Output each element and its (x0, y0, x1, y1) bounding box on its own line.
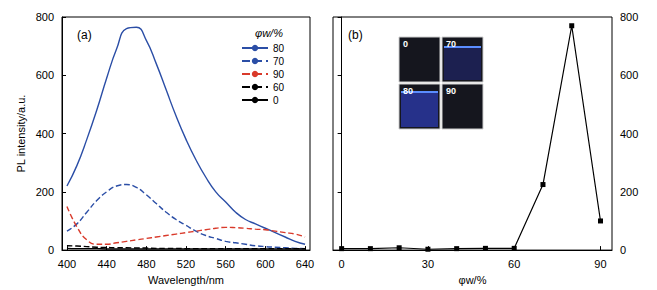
svg-text:70: 70 (446, 39, 456, 49)
svg-text:90: 90 (446, 86, 456, 96)
svg-text:0: 0 (403, 39, 408, 49)
svg-text:600: 600 (36, 69, 54, 81)
svg-text:Wavelength/nm: Wavelength/nm (148, 274, 224, 286)
svg-text:400: 400 (58, 258, 76, 270)
svg-text:800: 800 (620, 11, 638, 23)
svg-text:200: 200 (36, 186, 54, 198)
svg-text:0: 0 (48, 244, 54, 256)
svg-text:0: 0 (339, 258, 345, 270)
svg-text:60: 60 (273, 82, 285, 93)
svg-text:0: 0 (620, 244, 626, 256)
svg-text:60: 60 (508, 258, 520, 270)
svg-text:(b): (b) (348, 28, 363, 42)
svg-text:400: 400 (36, 128, 54, 140)
svg-text:0: 0 (273, 95, 279, 106)
svg-text:30: 30 (422, 258, 434, 270)
svg-text:φw/%: φw/% (459, 274, 487, 286)
svg-text:600: 600 (620, 69, 638, 81)
svg-text:400: 400 (620, 128, 638, 140)
svg-text:480: 480 (137, 258, 155, 270)
svg-text:200: 200 (620, 186, 638, 198)
svg-text:640: 640 (296, 258, 314, 270)
svg-text:80: 80 (273, 43, 285, 54)
svg-text:560: 560 (217, 258, 235, 270)
svg-text:600: 600 (256, 258, 274, 270)
svg-text:(a): (a) (77, 28, 92, 42)
svg-text:90: 90 (273, 69, 285, 80)
svg-text:90: 90 (594, 258, 606, 270)
svg-text:80: 80 (403, 86, 413, 96)
svg-text:440: 440 (97, 258, 115, 270)
svg-text:PL intensity/a.u.: PL intensity/a.u. (15, 95, 27, 173)
svg-text:520: 520 (177, 258, 195, 270)
svg-text:φw/%: φw/% (255, 27, 283, 39)
svg-text:800: 800 (36, 11, 54, 23)
svg-text:70: 70 (273, 56, 285, 67)
